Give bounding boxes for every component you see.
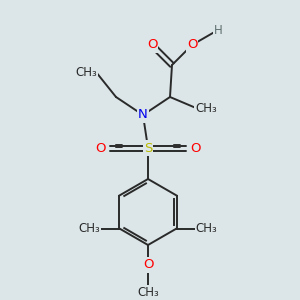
- Text: CH₃: CH₃: [79, 222, 100, 235]
- Text: CH₃: CH₃: [196, 222, 217, 235]
- Text: O: O: [147, 38, 157, 52]
- Text: =: =: [172, 140, 182, 154]
- Text: N: N: [138, 109, 148, 122]
- Text: CH₃: CH₃: [75, 65, 97, 79]
- Text: O: O: [190, 142, 200, 154]
- Text: O: O: [143, 259, 153, 272]
- Text: O: O: [95, 142, 106, 154]
- Text: H: H: [214, 23, 222, 37]
- Text: =: =: [114, 140, 124, 154]
- Text: CH₃: CH₃: [137, 286, 159, 298]
- Text: S: S: [144, 142, 152, 154]
- Text: O: O: [187, 38, 197, 52]
- Text: CH₃: CH₃: [195, 101, 217, 115]
